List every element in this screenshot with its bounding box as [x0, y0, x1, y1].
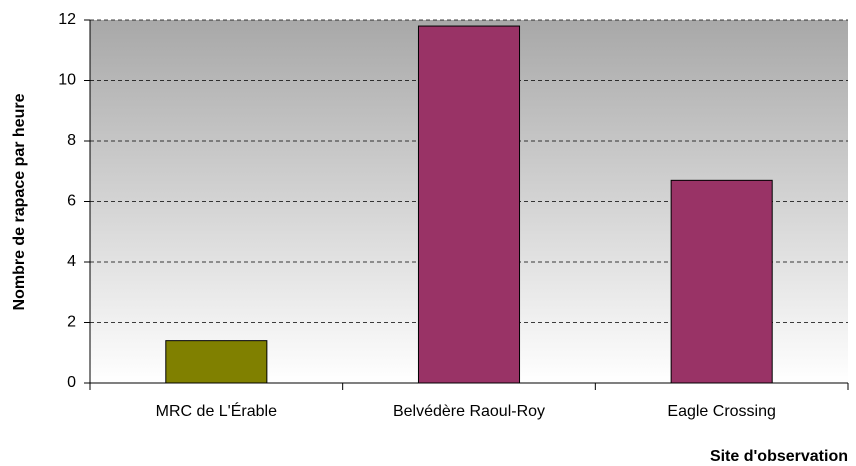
y-tick-label: 8	[67, 132, 76, 149]
y-tick-label: 2	[67, 314, 76, 331]
x-tick-label: Belvédère Raoul-Roy	[393, 403, 545, 420]
y-tick-label: 6	[67, 193, 76, 210]
y-axis-label: Nombre de rapace par heure	[11, 93, 28, 310]
x-axis-label: Site d'observation	[710, 448, 848, 465]
x-tick-label: MRC de L'Érable	[156, 401, 277, 420]
y-tick-label: 10	[58, 72, 76, 89]
bar	[670, 179, 773, 384]
y-tick-label: 12	[58, 11, 76, 28]
y-tick-label: 0	[67, 374, 76, 391]
y-tick-label: 4	[67, 253, 76, 270]
x-tick-label: Eagle Crossing	[667, 403, 776, 420]
bar	[165, 340, 268, 384]
bar	[417, 25, 521, 384]
